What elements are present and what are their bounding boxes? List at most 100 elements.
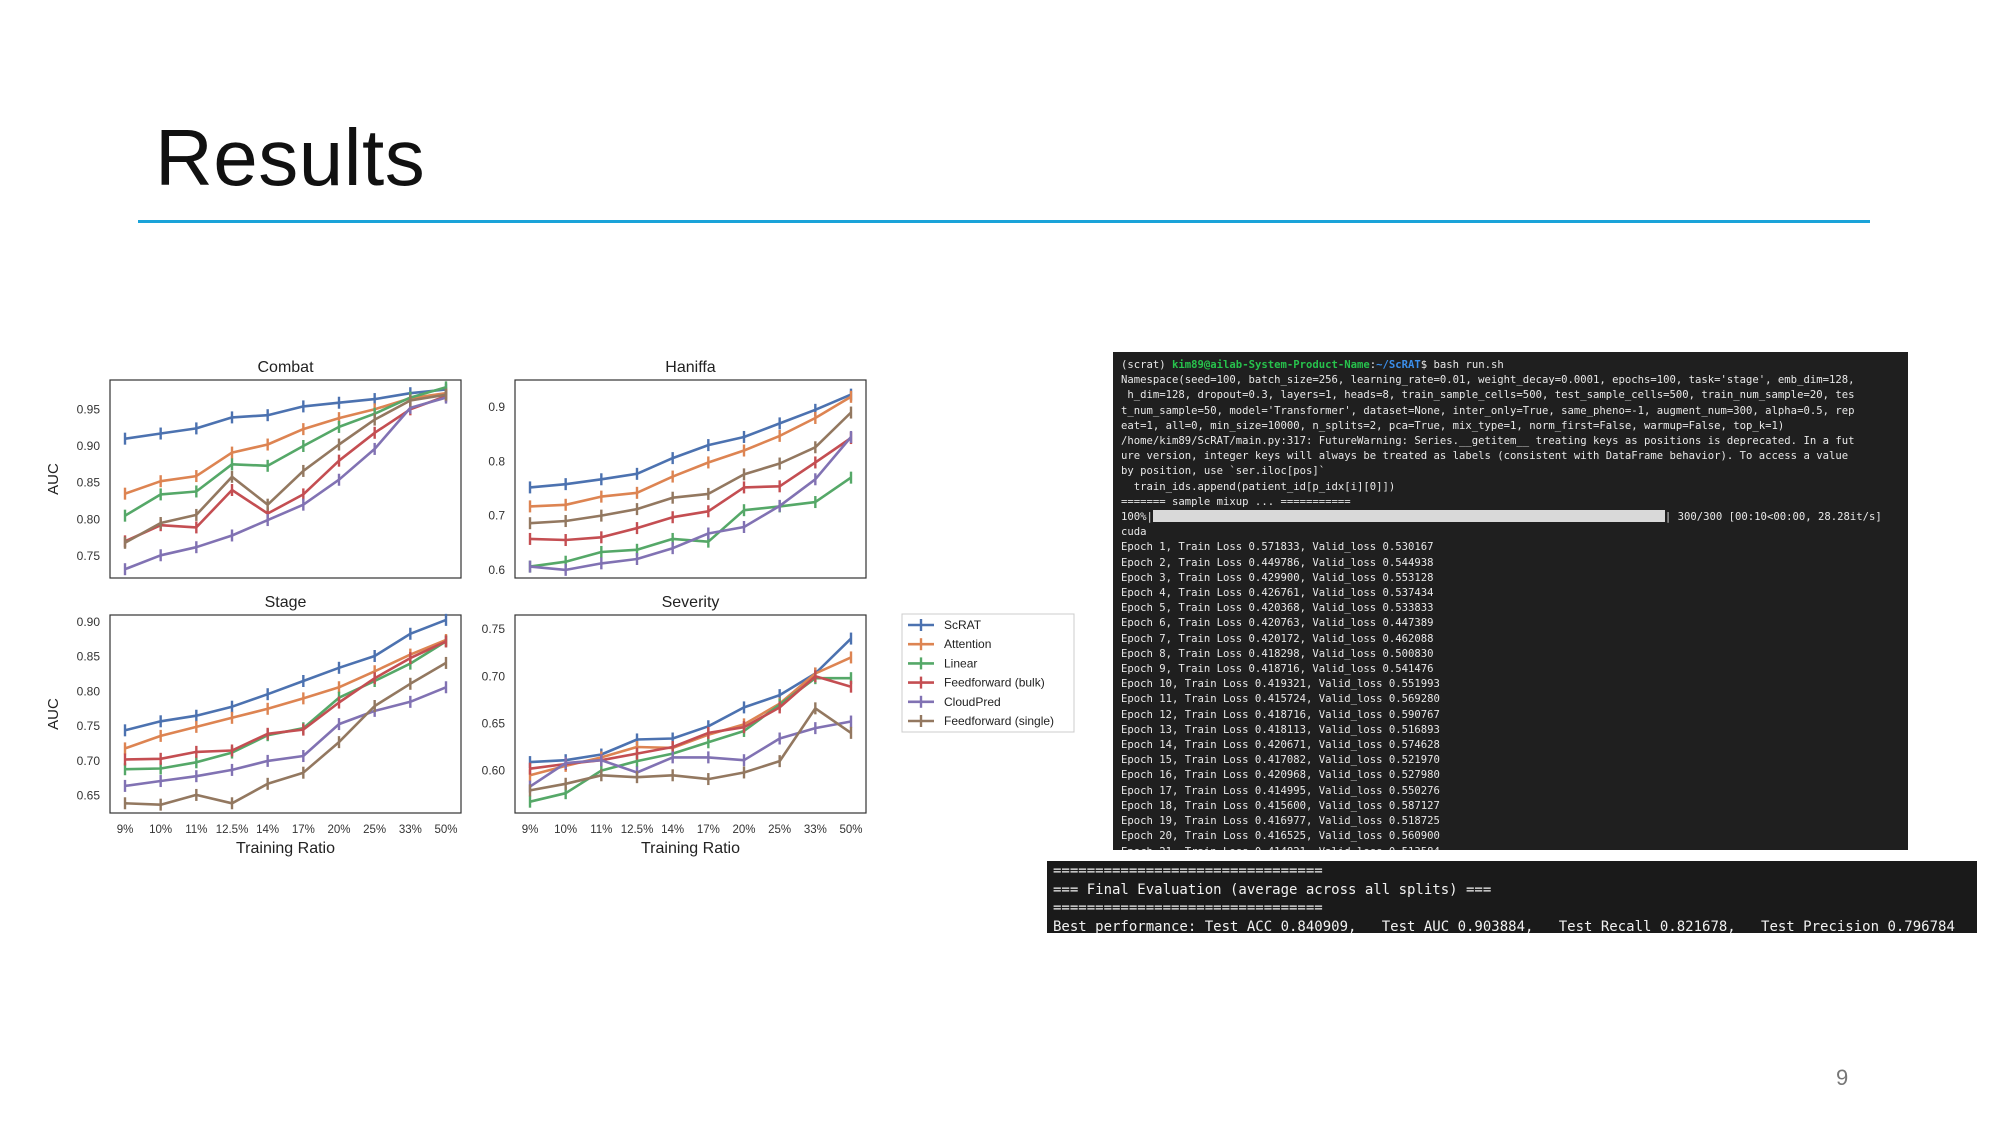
- y-axis-label: AUC: [45, 463, 62, 495]
- x-tick-label: 9%: [522, 824, 539, 836]
- series-feedforward-bulk: [123, 635, 448, 766]
- legend-item-attention: Attention: [908, 637, 991, 651]
- x-tick-label: 50%: [434, 824, 457, 836]
- x-tick-label: 50%: [839, 824, 862, 836]
- eval-rule-bottom: ================================: [1053, 900, 1323, 916]
- y-tick-label: 0.6: [488, 563, 505, 577]
- series-feedforward-single: [528, 406, 853, 530]
- series-feedforward-single: [123, 388, 448, 549]
- chart-title: Severity: [662, 594, 720, 611]
- chart-severity: Severity 0.60 0.65 0.70 0.75 9% 10% 11% 12.5% 14%…: [482, 594, 867, 857]
- series-line: [124, 388, 447, 440]
- legend-item-linear: Linear: [908, 656, 977, 670]
- page-number: 9: [1836, 1065, 1849, 1090]
- legend-label: Feedforward (single): [944, 714, 1054, 728]
- y-tick-label: 0.90: [77, 439, 101, 453]
- plot-frame: [109, 614, 462, 814]
- y-tick-label: 0.70: [77, 754, 101, 768]
- series-line: [529, 436, 852, 572]
- series-line: [124, 638, 447, 750]
- series-line: [529, 637, 852, 764]
- series-line: [124, 396, 447, 571]
- y-tick-label: 0.80: [77, 512, 101, 526]
- y-tick-label: 0.65: [77, 789, 101, 803]
- chart-title: Haniffa: [665, 359, 716, 376]
- progress-bar: [1152, 510, 1665, 523]
- x-tick-label: 14%: [661, 824, 684, 836]
- x-tick-label: 12.5%: [216, 824, 249, 836]
- legend-label: CloudPred: [944, 695, 1001, 709]
- legend-frame: [901, 613, 1075, 733]
- log-before-progress: Namespace(seed=100, batch_size=256, lear…: [1121, 374, 1855, 508]
- training-terminal: (scrat) kim89@ailab-System-Product-Name:…: [1113, 352, 1908, 850]
- eval-rule-top: ================================: [1053, 863, 1323, 879]
- x-axis-label: Training Ratio: [641, 840, 740, 857]
- x-tick-label: 33%: [399, 824, 422, 836]
- chart-stage: Stage 0.65 0.70 0.75 0.80 0.85 0.90 AUC 9% 10% 11%…: [45, 594, 462, 857]
- x-tick-label: 25%: [768, 824, 791, 836]
- x-tick-label: 11%: [590, 824, 612, 836]
- prompt-sep: :: [1369, 359, 1377, 371]
- series-line: [124, 640, 447, 761]
- y-tick-label: 0.75: [482, 622, 506, 636]
- legend-label: ScRAT: [944, 618, 982, 632]
- series-line: [124, 393, 447, 544]
- series-line: [124, 661, 447, 807]
- chart-legend: ScRAT Attention Linear Feedforward (bulk) Cl…: [901, 613, 1075, 733]
- series-line: [529, 393, 852, 489]
- y-tick-label: 0.90: [77, 615, 101, 629]
- log-epochs: cuda Epoch 1, Train Loss 0.571833, Valid…: [1121, 526, 1440, 850]
- series-line: [124, 618, 447, 732]
- series-line: [124, 394, 447, 543]
- legend-item-feedforward-bulk: Feedforward (bulk): [908, 676, 1045, 690]
- slide-title: Results: [155, 113, 426, 202]
- series-line: [124, 686, 447, 788]
- prompt-env: (scrat): [1121, 359, 1173, 371]
- series-feedforward-single: [528, 702, 853, 797]
- series-line: [124, 391, 447, 495]
- series-line: [529, 395, 852, 508]
- y-tick-label: 0.85: [77, 476, 101, 490]
- x-tick-label: 20%: [732, 824, 755, 836]
- series-cloudpred: [528, 430, 853, 576]
- y-tick-label: 0.75: [77, 719, 101, 733]
- prompt-path: ~/ScRAT: [1376, 359, 1421, 371]
- y-tick-label: 0.70: [482, 669, 506, 683]
- x-tick-label: 20%: [327, 824, 350, 836]
- x-tick-label: 25%: [363, 824, 386, 836]
- legend-label: Linear: [944, 656, 977, 670]
- series-scrat: [123, 613, 448, 737]
- series-feedforward-bulk: [123, 390, 448, 548]
- y-tick-label: 0.95: [77, 402, 101, 416]
- x-tick-label: 12.5%: [621, 824, 654, 836]
- chart-combat: Combat 0.75 0.80 0.85 0.90 0.95 AUC: [45, 359, 462, 579]
- series-attention: [528, 390, 853, 513]
- legend-item-scrat: ScRAT: [908, 618, 982, 632]
- x-tick-label: 10%: [149, 824, 172, 836]
- chart-haniffa: Haniffa 0.6 0.7 0.8 0.9: [488, 359, 867, 579]
- series-line: [529, 411, 852, 525]
- x-tick-label: 17%: [292, 824, 315, 836]
- eval-heading: === Final Evaluation (average across all…: [1053, 881, 1492, 898]
- series-line: [124, 386, 447, 517]
- y-tick-label: 0.65: [482, 716, 506, 730]
- y-tick-label: 0.75: [77, 549, 101, 563]
- legend-label: Attention: [944, 637, 991, 651]
- y-tick-label: 0.9: [488, 400, 505, 414]
- x-tick-label: 17%: [697, 824, 720, 836]
- x-tick-label: 11%: [185, 824, 207, 836]
- y-tick-label: 0.7: [488, 509, 505, 523]
- x-tick-label: 9%: [117, 824, 134, 836]
- plot-frame: [514, 614, 867, 814]
- series-line: [529, 436, 852, 542]
- prompt-user: kim89@ailab-System-Product-Name: [1172, 359, 1370, 371]
- y-tick-label: 0.60: [482, 764, 506, 778]
- legend-item-feedforward-single: Feedforward (single): [908, 714, 1054, 728]
- eval-result: Best performance: Test ACC 0.840909, Tes…: [1053, 918, 1955, 934]
- progress-stats: | 300/300 [00:10<00:00, 28.28it/s]: [1664, 511, 1882, 524]
- y-tick-label: 0.85: [77, 650, 101, 664]
- prompt-command: $ bash run.sh: [1420, 359, 1504, 371]
- series-feedforward-single: [123, 656, 448, 811]
- x-axis-label: Training Ratio: [236, 840, 335, 857]
